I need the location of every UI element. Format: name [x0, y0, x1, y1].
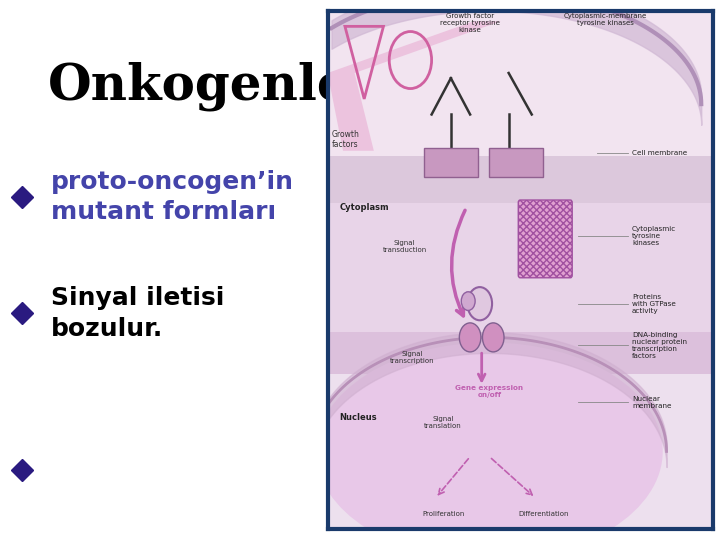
Text: Sinyal iletisi
bozulur.: Sinyal iletisi bozulur. — [50, 286, 224, 341]
Text: Growth factor
receptor tyrosine
kinase: Growth factor receptor tyrosine kinase — [440, 14, 500, 33]
Text: Cell membrane: Cell membrane — [632, 150, 687, 157]
Text: Proteins
with GTPase
activity: Proteins with GTPase activity — [632, 294, 676, 314]
Text: Signal
transduction: Signal transduction — [382, 240, 427, 253]
Bar — [424, 148, 478, 177]
Bar — [328, 156, 713, 202]
Bar — [328, 202, 713, 332]
Text: Signal
translation: Signal translation — [424, 416, 462, 429]
Text: Onkogenler: Onkogenler — [48, 62, 376, 111]
Text: Signal
transcription: Signal transcription — [390, 352, 435, 365]
Text: Nuclear
membrane: Nuclear membrane — [632, 396, 672, 409]
Text: proto-oncogen’in
mutant formları: proto-oncogen’in mutant formları — [50, 170, 294, 225]
Circle shape — [459, 323, 481, 352]
Text: Cytoplasmic-membrane
tyrosine kinases: Cytoplasmic-membrane tyrosine kinases — [563, 14, 647, 26]
Text: DNA-binding
nuclear protein
transcription
factors: DNA-binding nuclear protein transcriptio… — [632, 332, 687, 359]
Ellipse shape — [316, 342, 662, 540]
Bar — [490, 148, 544, 177]
Circle shape — [482, 323, 504, 352]
Text: Nucleus: Nucleus — [339, 413, 377, 422]
Bar — [328, 332, 713, 374]
Text: Gene expression
on/off: Gene expression on/off — [455, 385, 523, 398]
Circle shape — [467, 287, 492, 320]
Text: Growth
factors: Growth factors — [331, 130, 359, 150]
Bar — [328, 11, 713, 156]
Circle shape — [462, 292, 475, 310]
Text: Proliferation: Proliferation — [422, 511, 464, 517]
Text: Cytoplasmic
tyrosine
kinases: Cytoplasmic tyrosine kinases — [632, 226, 676, 246]
FancyBboxPatch shape — [518, 200, 572, 278]
FancyArrowPatch shape — [478, 353, 485, 381]
Text: Cytoplasm: Cytoplasm — [339, 204, 389, 212]
Text: Differentiation: Differentiation — [518, 511, 569, 517]
Polygon shape — [328, 21, 501, 151]
FancyArrowPatch shape — [451, 210, 465, 316]
